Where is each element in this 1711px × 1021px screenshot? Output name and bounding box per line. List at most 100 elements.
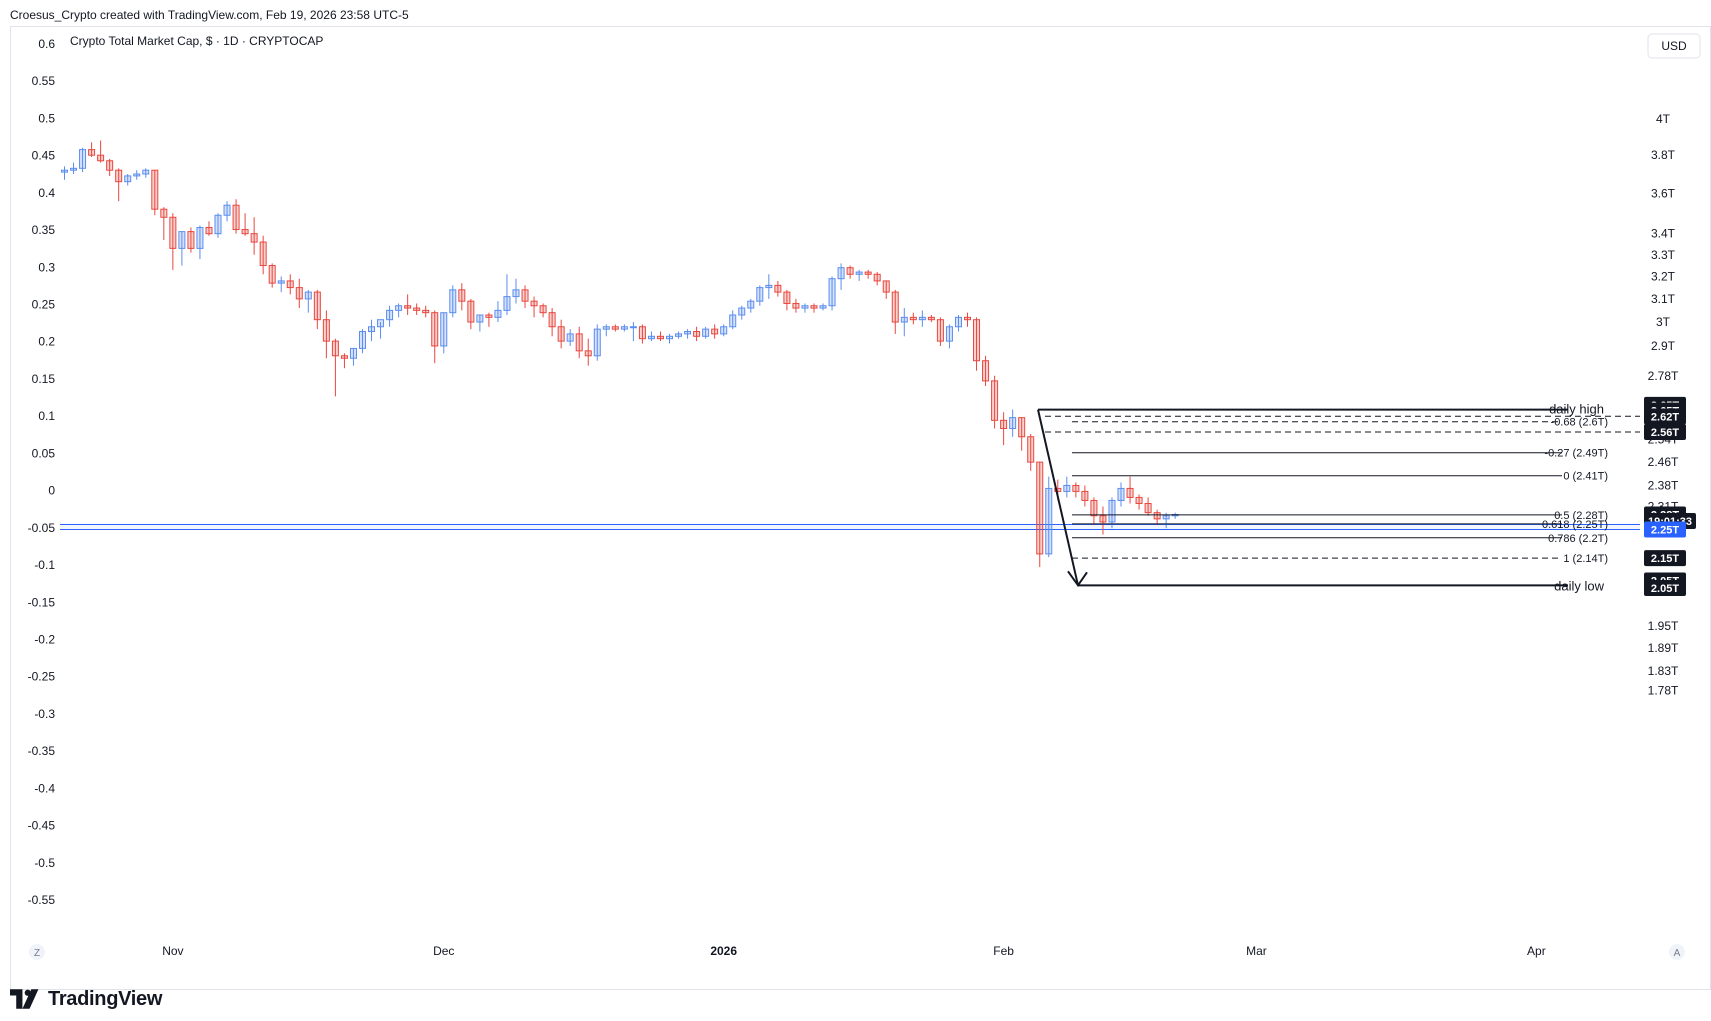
tradingview-logo-icon	[10, 989, 39, 1009]
left-axis-tick: -0.1	[34, 558, 55, 572]
candle-body	[214, 214, 222, 235]
trend-arrow-line	[1037, 409, 1079, 586]
candle-body	[765, 284, 773, 289]
left-axis-tick: 0.3	[38, 260, 55, 274]
candle-body	[629, 326, 637, 329]
tradingview-brand[interactable]: TradingView	[10, 985, 162, 1013]
candle-body	[1018, 417, 1026, 438]
fib-level-label: 0.5 (2.28T)	[1554, 510, 1608, 522]
left-axis-tick: 0.4	[38, 186, 55, 200]
x-axis-label: 2026	[710, 944, 737, 958]
candle-body	[566, 333, 574, 342]
candle-body	[729, 314, 737, 328]
left-axis-tick: -0.25	[28, 670, 56, 684]
candle-body	[1054, 487, 1062, 492]
right-axis-tick: 3.2T	[1651, 269, 1676, 283]
candle-body	[431, 312, 439, 347]
candle-body	[1162, 515, 1170, 520]
chart-title: Crypto Total Market Cap, $ · 1D · CRYPTO…	[70, 34, 323, 48]
left-axis-tick: 0.05	[32, 446, 56, 460]
left-axis-tick: 0.15	[32, 372, 56, 386]
candle-body	[837, 267, 845, 280]
candle-body	[458, 289, 466, 302]
candle-body	[801, 305, 809, 309]
candle-body	[1009, 417, 1017, 429]
left-axis-tick: -0.15	[28, 595, 56, 609]
left-axis-tick: 0.6	[38, 37, 55, 51]
candle-body	[232, 204, 240, 231]
left-axis-tick: 0.45	[32, 149, 56, 163]
chart-author-note: Croesus_Crypto created with TradingView.…	[10, 8, 409, 22]
candle-body	[982, 360, 990, 382]
fib-level-label: 1 (2.14T)	[1563, 553, 1608, 565]
price-axis-label: 2.05T	[1651, 583, 1679, 595]
daily-low-label: daily low	[1554, 578, 1604, 593]
scale-z-label: Z	[34, 948, 40, 959]
candle-body	[304, 291, 312, 300]
candle-body	[891, 291, 899, 323]
fib-level-label: 0.618 (2.25T)	[1542, 519, 1608, 531]
candle-body	[368, 326, 376, 333]
candle-body	[503, 296, 511, 311]
right-axis-tick: 2.78T	[1648, 369, 1679, 383]
candle-body	[223, 204, 231, 216]
candle-body	[467, 300, 475, 323]
candle-body	[1045, 487, 1053, 555]
candle-body	[557, 326, 565, 342]
right-axis-tick: 2.9T	[1651, 339, 1676, 353]
price-axis-label: 2.56T	[1651, 427, 1679, 439]
candle-body	[1027, 436, 1035, 463]
candle-body	[828, 278, 836, 307]
candle-body	[964, 316, 971, 321]
left-axis-tick: 0	[48, 484, 55, 498]
candle-body	[693, 331, 701, 337]
right-axis-tick: 3.1T	[1651, 292, 1676, 306]
candle-body	[1036, 461, 1044, 555]
candle-body	[178, 231, 186, 249]
candle-body	[647, 335, 655, 340]
candle-body	[106, 160, 114, 171]
candle-body	[819, 305, 827, 309]
left-axis-tick: -0.5	[34, 856, 55, 870]
candle-body	[1099, 515, 1107, 523]
x-axis-label: Dec	[433, 944, 454, 958]
candle-body	[684, 331, 692, 335]
right-axis-tick: 3.6T	[1651, 186, 1676, 200]
candle-body	[440, 312, 448, 347]
candle-body	[711, 328, 719, 335]
left-axis-tick: -0.45	[28, 819, 56, 833]
candle-body	[991, 380, 999, 421]
candle-body	[620, 326, 628, 330]
candle-body	[358, 331, 366, 349]
right-axis-tick: 3T	[1656, 315, 1671, 329]
left-axis-tick: 0.1	[38, 409, 55, 423]
currency-button	[1647, 33, 1701, 59]
candle-body	[386, 309, 394, 321]
currency-label: USD	[1661, 39, 1687, 53]
x-axis-label: Feb	[993, 944, 1014, 958]
candle-body	[1090, 499, 1098, 517]
candle-body	[882, 280, 890, 293]
price-axis-label-box	[1644, 424, 1686, 441]
candle-body	[1072, 484, 1080, 492]
candle-body	[521, 289, 529, 302]
candle-body	[593, 328, 601, 357]
candle-body	[422, 309, 430, 314]
candle-body	[973, 319, 981, 362]
candle-body	[738, 307, 746, 316]
candle-body	[70, 167, 78, 171]
fib-level-label: -0.27 (2.49T)	[1544, 448, 1608, 460]
price-axis-label-box	[1644, 521, 1686, 538]
candle-body	[864, 271, 872, 275]
candle-body	[1063, 484, 1071, 492]
candle-body	[79, 149, 87, 169]
right-axis-tick: 3.8T	[1651, 148, 1676, 162]
scale-z-button	[29, 944, 45, 960]
candle-body	[286, 280, 294, 289]
candle-body	[539, 305, 547, 314]
candle-body	[349, 347, 357, 359]
candle-body	[160, 208, 168, 218]
right-axis-tick: 3.3T	[1651, 248, 1676, 262]
x-axis-label: Apr	[1527, 944, 1546, 958]
